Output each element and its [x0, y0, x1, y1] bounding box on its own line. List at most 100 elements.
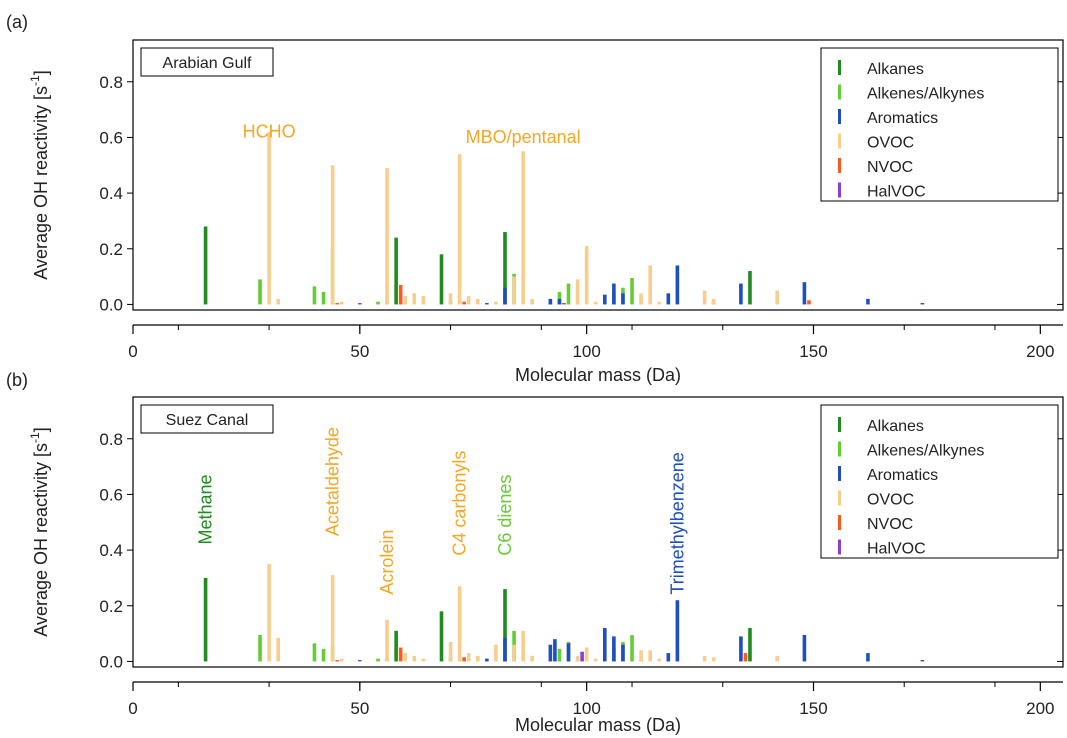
chart-panel-0: (a) 0.0 0.2 0.4 0.6 0.8 Average OH reactivity … — [6, 12, 1064, 385]
legend-label: NVOC — [867, 159, 913, 176]
series-aromatics — [485, 265, 925, 305]
region-box — [140, 47, 274, 77]
bar — [457, 154, 462, 305]
bar — [548, 298, 553, 305]
region-label: Suez Canal — [166, 412, 249, 429]
chart-panel-1: (b) 0.0 0.2 0.4 0.6 0.8 Average OH reactivity … — [6, 370, 1064, 735]
bar — [330, 165, 335, 305]
legend-label: Alkenes/Alkynes — [867, 443, 984, 460]
bar — [675, 265, 680, 305]
bar — [448, 641, 453, 662]
bar — [711, 298, 716, 305]
bar — [530, 298, 535, 305]
bar — [575, 655, 580, 662]
annotation-label: C4 carbonyls — [450, 451, 470, 556]
bar — [807, 300, 811, 305]
y-tick-label: 0.2 — [99, 597, 123, 616]
x-tick-label: 0 — [128, 699, 137, 718]
series-alkanes — [203, 577, 752, 662]
bar — [439, 254, 444, 305]
bar — [530, 655, 535, 662]
bar — [512, 276, 516, 305]
bar — [521, 630, 525, 662]
y-axis-label-superscript: -1 — [28, 75, 42, 86]
bar — [267, 131, 271, 305]
y-axis-label-text: Average OH reactivity [s — [31, 86, 51, 280]
bar — [612, 636, 616, 662]
bar — [394, 237, 398, 305]
bar — [702, 290, 707, 305]
bar — [358, 303, 362, 305]
x-axis-label: Molecular mass (Da) — [515, 715, 681, 735]
legend-swatch — [838, 182, 841, 198]
bar — [312, 286, 317, 305]
bar — [639, 650, 643, 662]
bar — [276, 298, 280, 305]
bar — [339, 658, 344, 662]
bar — [580, 651, 584, 662]
legend-swatch — [838, 441, 841, 457]
bar — [802, 634, 807, 662]
plot-frame — [132, 39, 1064, 311]
y-tick-label: 0.8 — [99, 430, 123, 449]
bar — [557, 648, 562, 662]
annotation-label: Acetaldehyde — [323, 427, 343, 536]
bar — [920, 303, 925, 305]
bar — [657, 658, 662, 662]
bar — [457, 586, 462, 662]
bar — [462, 657, 466, 662]
y-axis-label-close: ] — [31, 70, 51, 75]
bar — [203, 226, 208, 305]
x-tick-label: 100 — [572, 699, 600, 718]
annotation-label: Methane — [196, 474, 216, 544]
bar — [403, 653, 407, 662]
bar — [666, 293, 671, 305]
bar — [448, 293, 453, 305]
bar — [775, 290, 779, 305]
bar — [376, 301, 380, 305]
bar — [775, 655, 779, 662]
legend-label: NVOC — [867, 516, 913, 533]
bar — [748, 271, 752, 305]
bar — [421, 658, 426, 662]
bar — [339, 301, 344, 305]
bar — [603, 294, 607, 305]
bar — [557, 298, 562, 305]
bar — [621, 644, 625, 662]
bar — [412, 293, 417, 305]
legend-swatch — [838, 109, 841, 124]
bar — [267, 564, 271, 662]
y-tick-label: 0.8 — [99, 73, 123, 92]
bar — [503, 232, 507, 305]
x-tick-label: 0 — [128, 342, 137, 361]
legend-label: Alkenes/Alkynes — [867, 86, 984, 103]
bar — [630, 634, 634, 662]
annotation-label: Acrolein — [377, 530, 397, 595]
x-tick-label: 50 — [350, 699, 369, 718]
legend-label: Aromatics — [867, 110, 938, 127]
series-halvoc — [358, 303, 566, 305]
bar — [503, 287, 507, 305]
legend-swatch — [838, 84, 841, 100]
bar — [557, 291, 562, 305]
bar — [575, 279, 580, 305]
bar — [621, 293, 625, 305]
bar — [657, 301, 662, 305]
y-axis-label: Average OH reactivity [s-1] — [28, 70, 51, 279]
annotation-label: MBO/pentanal — [466, 127, 581, 147]
bar — [403, 296, 407, 305]
bar — [203, 577, 208, 662]
x-tick-label: 200 — [1026, 699, 1054, 718]
bar — [593, 658, 598, 662]
series-halvoc — [358, 651, 584, 662]
y-tick-label: 0.6 — [99, 128, 123, 147]
bar — [485, 303, 489, 305]
bar — [920, 660, 925, 662]
bar — [639, 293, 643, 305]
y-tick-label: 0.4 — [99, 184, 123, 203]
bar — [648, 265, 652, 305]
bar — [553, 639, 557, 662]
annotation-label: C6 dienes — [495, 475, 515, 556]
bar — [335, 303, 339, 305]
